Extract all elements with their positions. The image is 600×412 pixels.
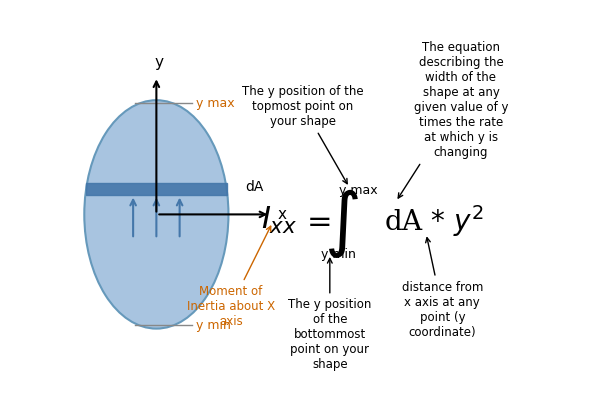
Text: The y position
of the
bottommost
point on your
shape: The y position of the bottommost point o… bbox=[288, 258, 371, 372]
Text: The y position of the
topmost point on
your shape: The y position of the topmost point on y… bbox=[242, 85, 364, 184]
Text: dA $*$ $y^2$: dA $*$ $y^2$ bbox=[384, 203, 484, 239]
Text: y min: y min bbox=[322, 248, 356, 260]
Text: y max: y max bbox=[196, 97, 235, 110]
Text: y min: y min bbox=[196, 319, 232, 332]
Text: distance from
x axis at any
point (y
coordinate): distance from x axis at any point (y coo… bbox=[401, 238, 483, 339]
Text: The equation
describing the
width of the
shape at any
given value of y
times the: The equation describing the width of the… bbox=[398, 41, 508, 198]
Text: $=$: $=$ bbox=[301, 206, 331, 235]
Bar bbox=[86, 183, 227, 195]
Text: y: y bbox=[154, 55, 163, 70]
Ellipse shape bbox=[84, 100, 229, 329]
Text: $\int$: $\int$ bbox=[324, 187, 359, 260]
Text: Moment of
Inertia about X
axis: Moment of Inertia about X axis bbox=[187, 226, 275, 328]
Text: $I_{xx}$: $I_{xx}$ bbox=[261, 205, 298, 236]
Text: x: x bbox=[277, 207, 286, 222]
Text: dA: dA bbox=[245, 180, 263, 194]
Text: y max: y max bbox=[339, 184, 378, 197]
